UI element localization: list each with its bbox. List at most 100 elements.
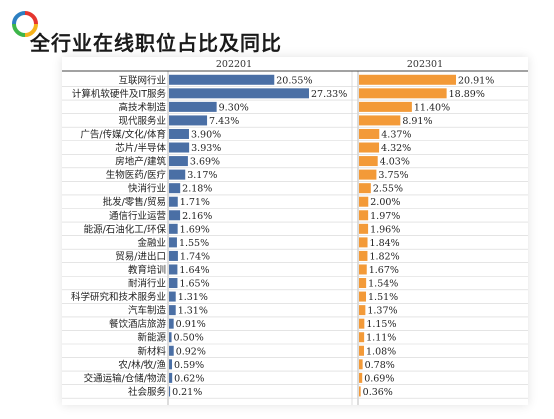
- category-label: 广告/传媒/文化/体育: [80, 128, 166, 140]
- bar-202201: [169, 359, 173, 370]
- value-label-202201: 1.74%: [180, 251, 210, 262]
- bar-202301: [359, 332, 365, 343]
- bar-202301: [359, 359, 363, 370]
- logo-arc: [24, 11, 38, 25]
- grid-lines: [62, 71, 528, 405]
- value-label-202201: 0.21%: [172, 387, 202, 398]
- value-label-202201: 3.69%: [190, 157, 220, 168]
- bar-202201: [169, 264, 178, 275]
- value-label-202301: 0.78%: [365, 360, 395, 371]
- bar-202201: [169, 183, 181, 194]
- bar-202301: [359, 305, 366, 316]
- value-label-202301: 1.37%: [367, 306, 397, 317]
- bar-202201: [169, 115, 208, 126]
- value-label-202201: 1.55%: [179, 238, 209, 249]
- category-label: 农/林/牧/渔: [118, 359, 166, 371]
- value-label-202301: 1.97%: [370, 211, 400, 222]
- category-label: 现代服务业: [118, 115, 166, 127]
- value-label-202301: 20.91%: [458, 75, 494, 86]
- bar-202301: [359, 101, 412, 112]
- value-label-202201: 1.31%: [178, 306, 208, 317]
- value-label-202201: 3.17%: [187, 170, 217, 181]
- category-label: 汽车制造: [128, 305, 167, 317]
- bar-202201: [169, 88, 309, 99]
- value-label-202201: 0.59%: [174, 360, 204, 371]
- bar-202201: [169, 196, 178, 207]
- bar-202301: [359, 318, 365, 329]
- bar-202201: [169, 237, 177, 248]
- category-label: 耐消行业: [128, 278, 166, 290]
- value-label-202201: 7.43%: [209, 116, 239, 127]
- value-label-202301: 0.69%: [364, 373, 394, 384]
- category-label: 新材料: [137, 345, 166, 357]
- category-label: 快消行业: [128, 183, 166, 195]
- bar-202301: [359, 196, 369, 207]
- category-label: 互联网行业: [118, 74, 166, 86]
- category-label: 批发/零售/贸易: [103, 196, 166, 208]
- bar-202201: [169, 156, 188, 167]
- value-label-202301: 1.82%: [369, 251, 399, 262]
- value-label-202201: 3.90%: [191, 129, 221, 140]
- bar-202301: [359, 142, 380, 153]
- category-label: 房地产/建筑: [115, 156, 166, 168]
- value-label-202201: 20.55%: [276, 75, 312, 86]
- bar-202301: [359, 250, 368, 261]
- bar-202201: [169, 142, 190, 153]
- bar-202201: [169, 278, 178, 289]
- value-label-202201: 27.33%: [311, 89, 347, 100]
- bar-202201: [169, 305, 176, 316]
- category-label: 芯片/半导体: [115, 142, 166, 154]
- value-label-202301: 4.37%: [381, 129, 411, 140]
- value-label-202301: 1.15%: [366, 319, 396, 330]
- value-label-202301: 1.51%: [368, 292, 398, 303]
- bar-202301: [359, 128, 380, 139]
- logo-arc: [24, 23, 38, 37]
- bar-202301: [359, 223, 369, 234]
- bar-202201: [169, 372, 173, 383]
- bar-202201: [169, 250, 178, 261]
- logo-arc: [12, 23, 26, 37]
- value-label-202301: 2.00%: [370, 197, 400, 208]
- bar-202201: [169, 101, 217, 112]
- category-label: 通信行业运营: [109, 210, 166, 222]
- value-label-202301: 2.55%: [373, 184, 403, 195]
- bar-202301: [359, 386, 361, 397]
- value-label-202201: 0.92%: [176, 346, 206, 357]
- bar-202301: [359, 264, 367, 275]
- value-label-202301: 1.67%: [369, 265, 399, 276]
- value-label-202201: 2.18%: [182, 184, 212, 195]
- bar-202301: [359, 237, 368, 248]
- series-header-202301: 202301: [407, 59, 443, 70]
- value-label-202201: 0.91%: [176, 319, 206, 330]
- bar-202301: [359, 372, 363, 383]
- bar-202201: [169, 169, 186, 180]
- value-label-202201: 1.69%: [180, 224, 210, 235]
- category-label: 交通运输/仓储/物流: [84, 372, 167, 384]
- bar-202301: [359, 345, 365, 356]
- bar-202301: [359, 278, 367, 289]
- value-label-202201: 1.71%: [180, 197, 210, 208]
- value-label-202301: 18.89%: [449, 89, 485, 100]
- value-label-202201: 3.93%: [191, 143, 221, 154]
- value-label-202301: 1.96%: [370, 224, 400, 235]
- bar-202301: [359, 183, 371, 194]
- category-label: 贸易/进出口: [115, 250, 166, 262]
- series-header-202201: 202201: [216, 59, 252, 70]
- bar-202301: [359, 156, 378, 167]
- category-label: 金融业: [137, 237, 166, 249]
- value-label-202301: 8.91%: [402, 116, 432, 127]
- bar-202301: [359, 210, 369, 221]
- category-label: 社会服务: [128, 386, 167, 398]
- category-label: 新能源: [137, 332, 166, 344]
- bar-202301: [359, 169, 377, 180]
- value-label-202301: 1.11%: [366, 333, 396, 344]
- category-label: 餐饮酒店旅游: [109, 318, 167, 330]
- value-label-202201: 0.62%: [174, 373, 204, 384]
- bar-202301: [359, 291, 367, 302]
- category-label: 生物医药/医疗: [106, 169, 167, 181]
- value-label-202301: 3.75%: [378, 170, 408, 181]
- logo-arc: [12, 11, 26, 25]
- bar-202201: [169, 332, 172, 343]
- value-label-202201: 2.16%: [182, 211, 212, 222]
- chart-panel: 202201 202301 互联网行业 20.55% 20.91% 计算机软硬件及IT服务…: [62, 57, 528, 405]
